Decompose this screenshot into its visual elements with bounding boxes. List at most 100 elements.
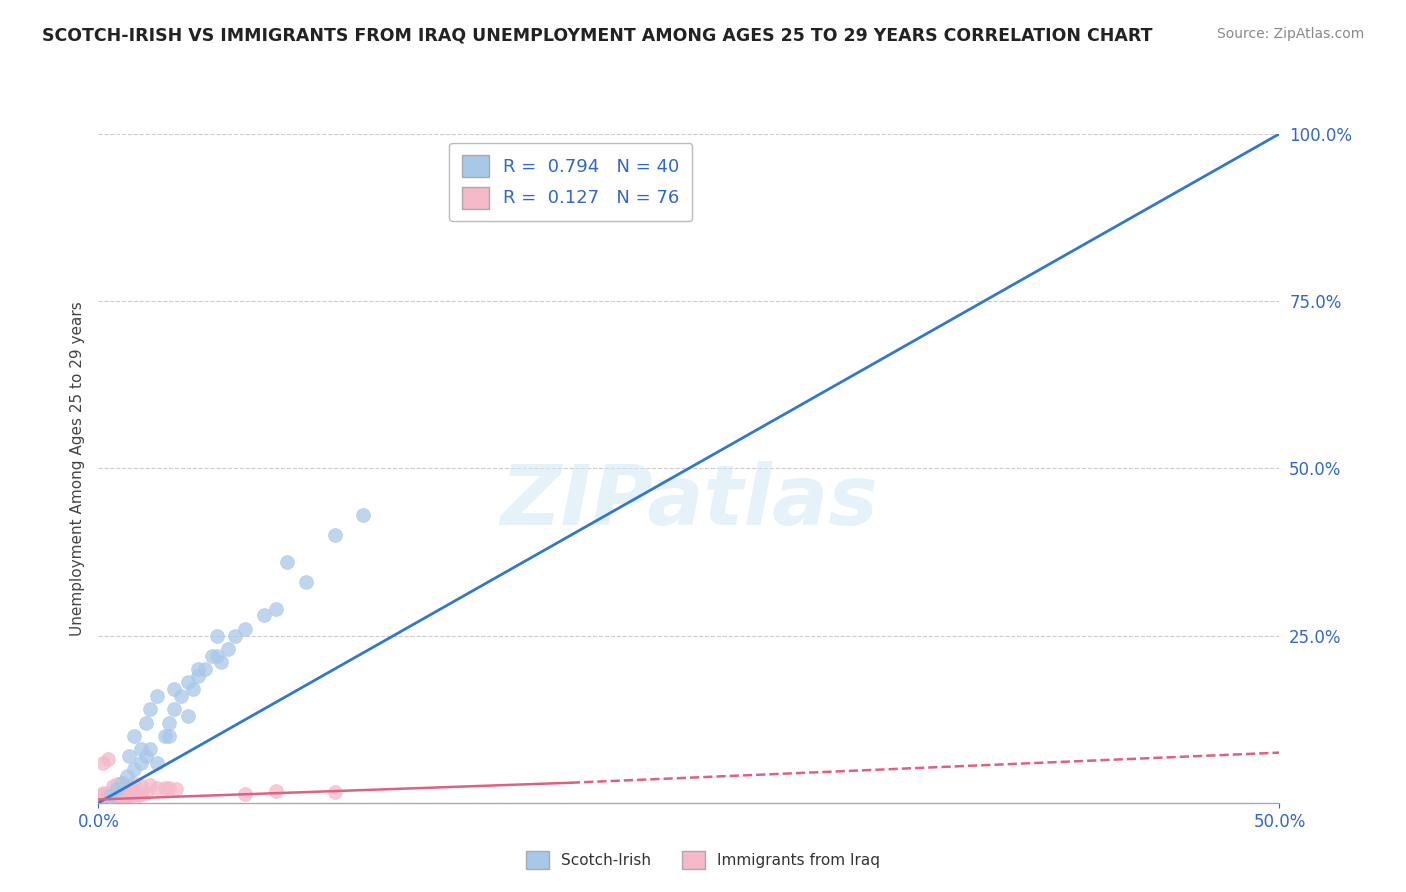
Point [98,789,121,803]
Point [129,787,152,801]
Point [233,787,256,801]
Point [264,784,287,797]
Point [97,789,120,804]
Point [139,702,162,716]
Point [94,788,117,802]
Point [104,790,127,805]
Point [97,788,120,802]
Point [118,749,141,764]
Point [90,791,112,805]
Point [97,789,120,803]
Point [122,787,145,801]
Point [217,642,239,657]
Point [112,789,135,803]
Point [129,779,152,793]
Point [105,777,128,791]
Point [121,788,143,802]
Point [104,789,127,803]
Point [323,528,346,542]
Y-axis label: Unemployment Among Ages 25 to 29 years: Unemployment Among Ages 25 to 29 years [69,301,84,636]
Legend: R =  0.794   N = 40, R =  0.127   N = 76: R = 0.794 N = 40, R = 0.127 N = 76 [450,143,692,221]
Point [201,648,224,663]
Point [105,790,128,805]
Legend: Scotch-Irish, Immigrants from Iraq: Scotch-Irish, Immigrants from Iraq [520,845,886,875]
Point [129,742,152,756]
Point [153,729,176,743]
Point [94,792,117,806]
Point [105,787,128,801]
Point [105,787,128,801]
Point [101,789,124,804]
Point [122,775,145,790]
Point [98,788,121,802]
Point [108,789,131,803]
Point [111,787,134,801]
Point [115,787,138,801]
Point [157,781,180,796]
Point [87,792,110,806]
Point [187,662,209,676]
Point [98,790,121,805]
Point [111,775,134,790]
Point [352,508,374,523]
Point [98,791,121,805]
Point [105,789,128,803]
Point [187,669,209,683]
Point [323,785,346,799]
Point [108,787,131,801]
Point [91,787,114,801]
Point [91,789,114,803]
Point [90,789,112,803]
Text: SCOTCH-IRISH VS IMMIGRANTS FROM IRAQ UNEMPLOYMENT AMONG AGES 25 TO 29 YEARS CORR: SCOTCH-IRISH VS IMMIGRANTS FROM IRAQ UNE… [42,27,1153,45]
Point [129,756,152,770]
Point [97,752,120,766]
Point [177,675,200,690]
Point [94,789,117,803]
Point [139,778,162,792]
Point [139,742,162,756]
Point [264,602,287,616]
Point [115,779,138,793]
Point [224,628,246,642]
Point [111,788,134,802]
Point [128,788,150,802]
Point [101,787,124,801]
Point [112,789,135,803]
Point [118,787,141,801]
Point [276,555,298,569]
Point [121,787,143,801]
Point [177,708,200,723]
Point [90,790,112,805]
Point [165,782,187,797]
Point [146,756,169,770]
Point [105,782,128,797]
Point [91,791,114,805]
Text: ZIPatlas: ZIPatlas [501,461,877,542]
Point [97,789,120,803]
Point [115,769,138,783]
Point [111,775,134,790]
Point [170,689,193,703]
Point [194,662,217,676]
Point [91,790,114,805]
Point [104,789,127,803]
Point [146,689,169,703]
Point [91,788,114,802]
Point [209,655,232,669]
Point [163,702,186,716]
Point [90,792,112,806]
Point [111,789,134,803]
Point [205,648,228,663]
Point [135,787,157,801]
Point [295,575,318,590]
Text: Source: ZipAtlas.com: Source: ZipAtlas.com [1216,27,1364,41]
Point [205,628,228,642]
Point [98,787,121,801]
Point [115,788,138,802]
Point [97,786,120,800]
Point [135,715,157,730]
Point [101,788,124,802]
Point [94,790,117,805]
Point [135,749,157,764]
Point [125,787,148,801]
